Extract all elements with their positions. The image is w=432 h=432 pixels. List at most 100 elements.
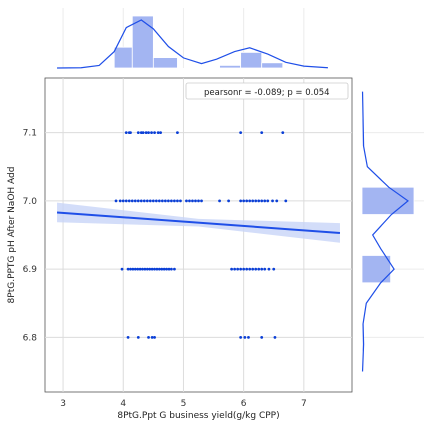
x-tick-label: 5 [181,399,187,409]
data-point [165,267,168,271]
data-point [239,199,243,203]
data-point [163,199,167,203]
data-point [148,199,152,203]
data-point [133,267,137,271]
data-point [176,199,179,203]
data-point [144,131,148,135]
data-point [153,131,156,135]
data-point [170,267,173,271]
data-point [160,199,164,203]
data-point [263,267,267,271]
data-point [218,199,221,203]
data-point [200,199,203,203]
data-point [145,199,149,203]
data-point [136,199,140,203]
data-point [167,267,171,271]
data-point [118,199,122,203]
data-point [176,131,179,135]
data-point [260,131,264,135]
y-tick-labels: 6.8 6.9 7.0 7.1 [23,129,38,344]
data-point [239,267,243,271]
data-point [272,267,276,271]
data-point [150,131,153,135]
data-point [129,131,132,135]
data-point [139,199,143,203]
right-kde-curve [361,91,409,372]
data-point [157,267,161,271]
data-point [254,199,258,203]
data-point [239,335,243,339]
data-point [245,199,249,203]
x-axis-label: 8PtG.Ppt G business yield(g/kg CPP) [117,411,279,421]
top-hist-bar [261,62,284,69]
data-point [127,199,131,203]
y-axis-label: 8PtG.PPTG pH After NaOH Add [7,167,17,304]
data-point [257,267,261,271]
x-tick-label: 3 [60,399,66,409]
data-point [248,267,252,271]
data-point [185,199,188,203]
data-point [130,199,134,203]
data-point [160,267,164,271]
data-point [227,199,230,203]
data-point [260,335,264,339]
data-point [124,199,128,203]
data-point [248,199,252,203]
top-hist-bar [240,52,263,69]
pearson-annotation: pearsonr = -0.089; p = 0.054 [204,88,330,98]
data-point [150,335,154,339]
data-point [247,335,250,339]
data-point [114,199,118,203]
data-point [147,131,150,135]
data-point [154,199,158,203]
data-point [143,267,147,271]
data-point [153,267,156,271]
data-point [159,131,162,135]
data-point [124,131,128,135]
data-point [133,199,137,203]
y-tick-label: 6.8 [23,333,38,343]
grid-lines [45,78,352,392]
data-point [273,335,277,339]
data-point [126,267,130,271]
annotation-frame [185,82,349,100]
x-tick-labels: 3 4 5 6 7 [60,399,307,409]
data-point [141,131,145,135]
data-point [167,199,170,203]
data-point [260,199,264,203]
data-point [142,199,146,203]
data-point [281,131,285,135]
data-point [233,267,237,271]
data-point [243,335,247,339]
data-point [150,267,154,271]
data-point [191,199,194,203]
data-point [239,131,243,135]
data-point [266,199,270,203]
data-point [188,199,191,203]
data-point [263,199,267,203]
data-point [242,199,246,203]
data-point [121,199,125,203]
data-point [230,267,234,271]
top-hist-bar [131,15,154,69]
data-point [157,199,161,203]
data-point [147,335,150,339]
data-point [267,267,271,271]
data-point [170,199,173,203]
data-point [126,335,130,339]
main-scatter-panel: 3 4 5 6 7 6.8 6.9 7.0 7.1 pearsonr = -0.089; p … [23,77,353,409]
data-point [153,335,156,339]
plot-frame [44,77,353,393]
data-point [194,199,197,203]
data-point [129,267,132,271]
top-kde-curve [57,19,328,69]
right-hist-bar [361,186,415,215]
top-hist-bar [219,65,242,69]
y-tick-label: 7.0 [23,197,38,207]
data-point [156,131,160,135]
top-hist-bar [113,46,133,69]
data-point [275,199,279,203]
regression-line-path [56,211,341,234]
data-point [254,267,258,271]
